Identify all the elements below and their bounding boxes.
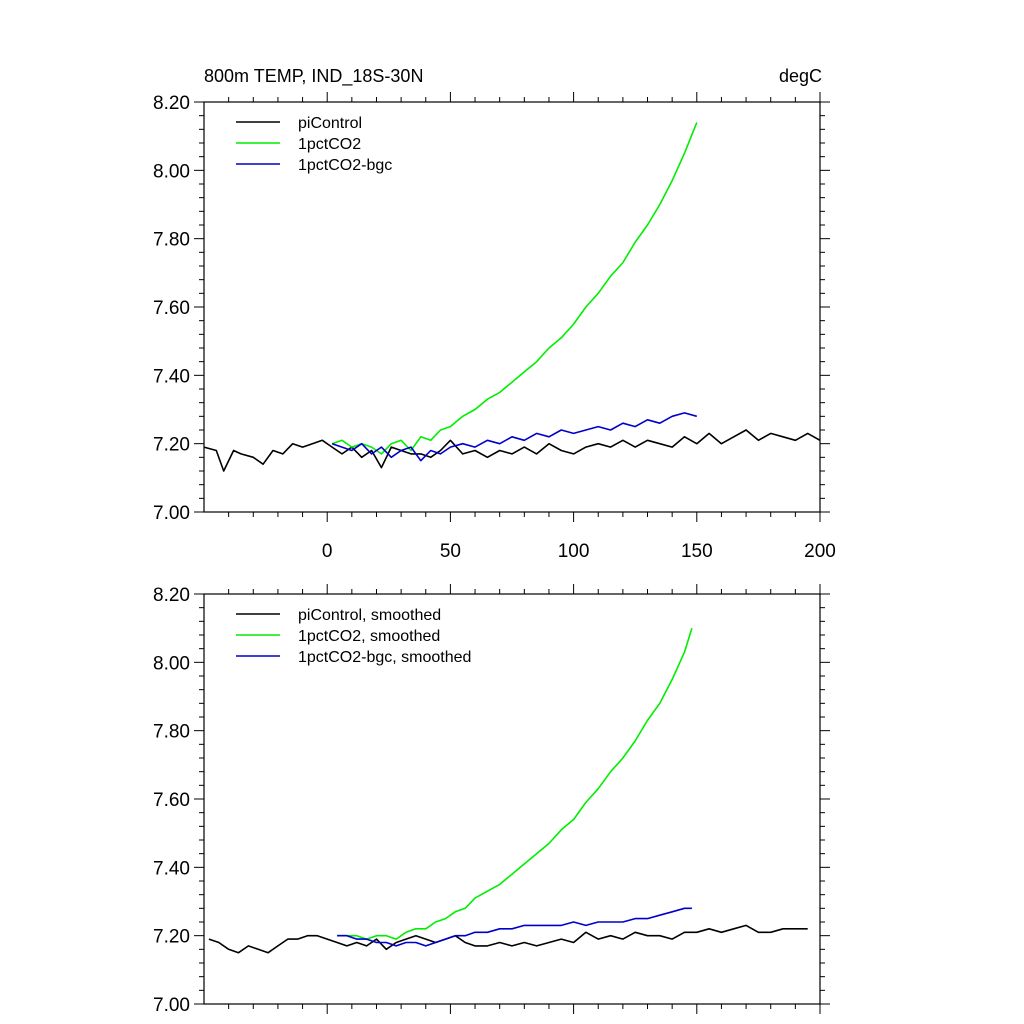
y-tick-label: 7.80 xyxy=(153,722,190,743)
series-lines xyxy=(203,122,821,472)
units-label: degC xyxy=(779,66,822,86)
series-line-1pctco2-bgc-smoothed xyxy=(337,907,692,947)
y-tick-label: 7.20 xyxy=(153,927,190,948)
legend-label: 1pctCO2-bgc xyxy=(298,157,392,174)
y-tick-label: 8.00 xyxy=(153,653,190,674)
legend-label: 1pctCO2-bgc, smoothed xyxy=(298,649,471,666)
tick-marks xyxy=(194,92,830,522)
y-tick-label: 7.00 xyxy=(153,503,190,524)
x-tick-label: 100 xyxy=(558,541,590,562)
plot-frame xyxy=(203,593,821,1005)
y-tick-label: 7.60 xyxy=(153,790,190,811)
legend: piControl 1pctCO2 1pctCO2-bgc xyxy=(236,115,392,174)
y-tick-labels: 7.00 7.20 7.40 7.60 7.80 8.00 8.20 xyxy=(153,93,190,524)
legend-label: piControl, smoothed xyxy=(298,607,441,624)
series-line-1pctco2-smoothed xyxy=(337,627,693,940)
series-line-1pctco2-bgc xyxy=(331,412,698,462)
x-tick-label: 200 xyxy=(804,541,836,562)
legend: piControl, smoothed 1pctCO2, smoothed 1pct… xyxy=(236,607,471,666)
legend-label: 1pctCO2 xyxy=(298,136,361,153)
y-tick-label: 7.00 xyxy=(153,995,190,1016)
x-tick-label: 150 xyxy=(681,541,713,562)
bottom-panel: 7.00 7.20 7.40 7.60 7.80 8.00 8.20 piControl, … xyxy=(153,584,830,1016)
chart-title: 800m TEMP, IND_18S-30N xyxy=(204,66,423,87)
y-tick-label: 8.20 xyxy=(153,93,190,114)
series-lines xyxy=(208,627,808,954)
x-tick-label: 0 xyxy=(322,541,333,562)
y-tick-label: 8.00 xyxy=(153,161,190,182)
series-line-picontrol xyxy=(203,429,821,472)
top-panel: 800m TEMP, IND_18S-30N degC 7.00 7.20 7.40… xyxy=(153,66,836,562)
y-tick-labels: 7.00 7.20 7.40 7.60 7.80 8.00 8.20 xyxy=(153,585,190,1016)
y-tick-label: 7.60 xyxy=(153,298,190,319)
legend-label: piControl xyxy=(298,115,362,132)
y-tick-label: 7.20 xyxy=(153,435,190,456)
legend-label: 1pctCO2, smoothed xyxy=(298,628,440,645)
tick-marks xyxy=(194,584,830,1014)
y-tick-label: 7.40 xyxy=(153,858,190,879)
series-line-picontrol-smoothed xyxy=(208,924,808,954)
y-tick-label: 8.20 xyxy=(153,585,190,606)
y-tick-label: 7.40 xyxy=(153,366,190,387)
plot-frame xyxy=(203,101,821,513)
x-tick-labels: 0 50 100 150 200 xyxy=(322,541,836,562)
x-tick-label: 50 xyxy=(440,541,461,562)
y-tick-label: 7.80 xyxy=(153,230,190,251)
